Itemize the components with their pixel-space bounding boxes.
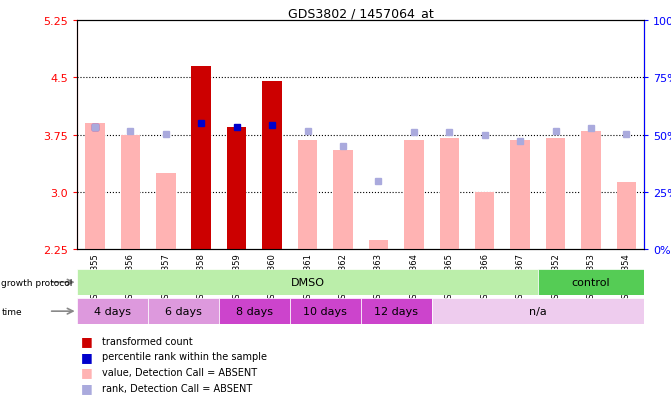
- Bar: [290, 299, 361, 324]
- Text: 12 days: 12 days: [374, 306, 418, 316]
- Bar: [77, 299, 148, 324]
- Bar: [191, 66, 211, 250]
- Text: 4 days: 4 days: [94, 306, 131, 316]
- Text: percentile rank within the sample: percentile rank within the sample: [102, 351, 267, 361]
- Text: n/a: n/a: [529, 306, 547, 316]
- Bar: [581, 131, 601, 250]
- Bar: [156, 173, 176, 250]
- Bar: [617, 183, 636, 250]
- Text: control: control: [572, 278, 611, 287]
- Text: transformed count: transformed count: [102, 336, 193, 346]
- Text: ■: ■: [81, 381, 93, 394]
- Text: 6 days: 6 days: [165, 306, 202, 316]
- Text: growth protocol: growth protocol: [1, 278, 72, 287]
- Bar: [333, 150, 353, 250]
- Bar: [121, 135, 140, 250]
- Text: 8 days: 8 days: [236, 306, 273, 316]
- Text: ■: ■: [81, 366, 93, 379]
- Bar: [262, 82, 282, 250]
- Text: ■: ■: [81, 334, 93, 347]
- Bar: [85, 124, 105, 250]
- Bar: [219, 299, 290, 324]
- Text: time: time: [1, 307, 22, 316]
- Bar: [368, 240, 388, 250]
- Text: ■: ■: [81, 350, 93, 363]
- Bar: [298, 140, 317, 250]
- Text: DMSO: DMSO: [291, 278, 325, 287]
- Bar: [431, 299, 644, 324]
- Bar: [85, 124, 105, 250]
- Bar: [227, 128, 246, 250]
- Text: value, Detection Call = ABSENT: value, Detection Call = ABSENT: [102, 367, 257, 377]
- Bar: [361, 299, 431, 324]
- Bar: [546, 139, 565, 250]
- Bar: [538, 270, 644, 295]
- Title: GDS3802 / 1457064_at: GDS3802 / 1457064_at: [288, 7, 433, 19]
- Bar: [511, 140, 530, 250]
- Text: rank, Detection Call = ABSENT: rank, Detection Call = ABSENT: [102, 383, 252, 393]
- Bar: [77, 270, 538, 295]
- Text: 10 days: 10 days: [303, 306, 347, 316]
- Bar: [148, 299, 219, 324]
- Bar: [440, 139, 459, 250]
- Bar: [404, 140, 423, 250]
- Bar: [475, 192, 495, 250]
